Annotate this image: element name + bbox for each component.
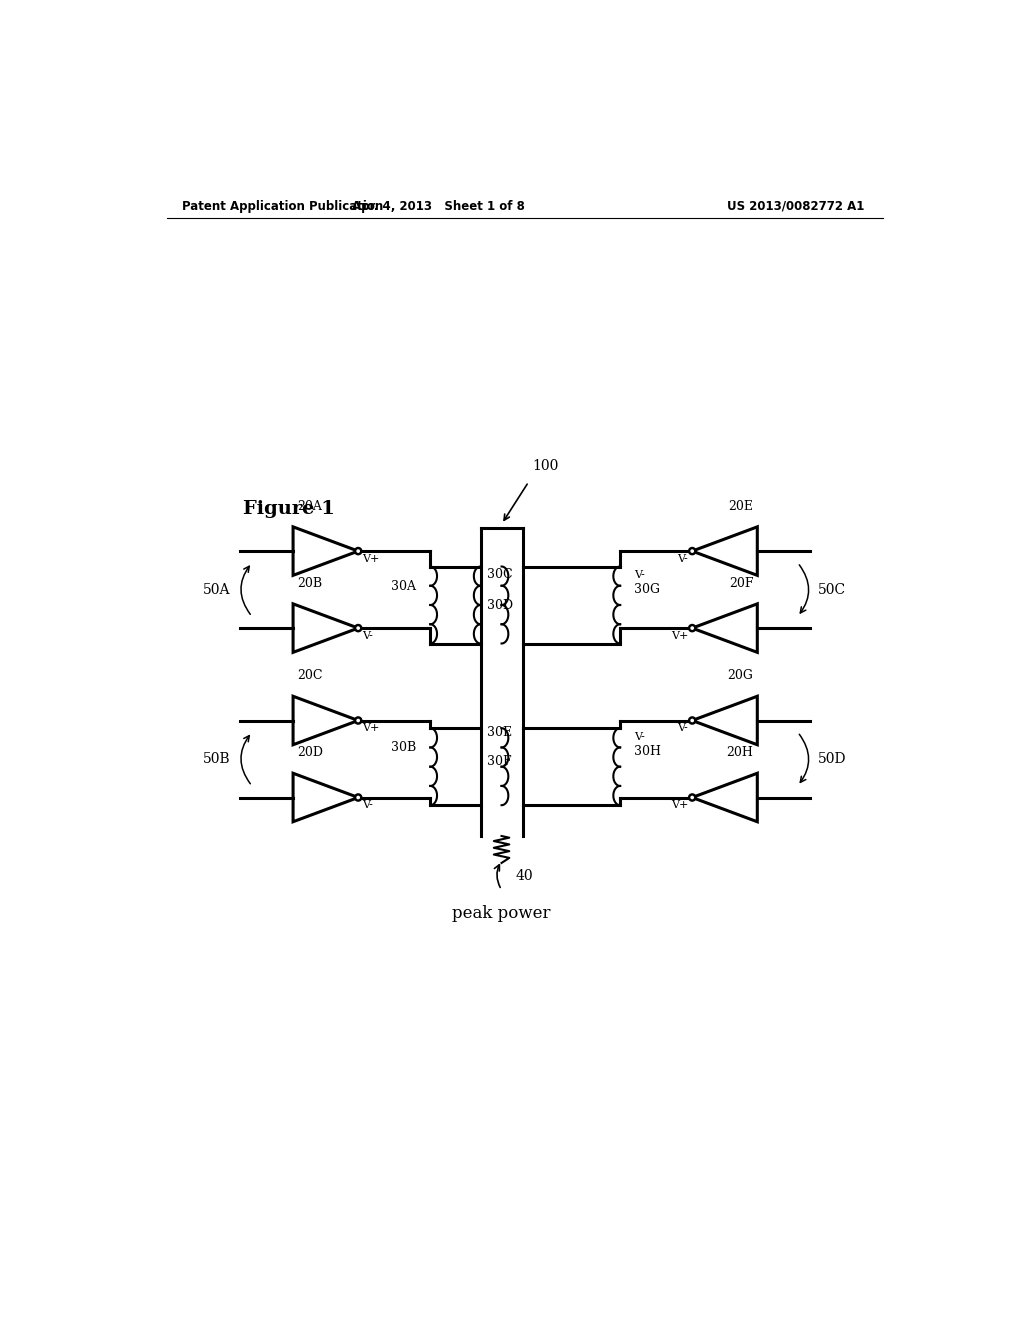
- Text: 30A: 30A: [391, 579, 417, 593]
- Text: V+: V+: [362, 723, 380, 734]
- Text: 30B: 30B: [391, 742, 417, 754]
- Text: 50A: 50A: [204, 582, 230, 597]
- Text: V-: V-: [634, 731, 645, 742]
- Text: V+: V+: [362, 554, 380, 564]
- Text: peak power: peak power: [453, 904, 551, 921]
- Circle shape: [689, 795, 695, 800]
- Text: 20C: 20C: [297, 669, 323, 682]
- Text: V+: V+: [671, 631, 688, 642]
- Text: Patent Application Publication: Patent Application Publication: [182, 199, 384, 213]
- Text: 20D: 20D: [297, 746, 323, 759]
- Circle shape: [355, 548, 361, 554]
- Text: 100: 100: [532, 459, 559, 474]
- Circle shape: [355, 626, 361, 631]
- Circle shape: [355, 718, 361, 723]
- Text: V-: V-: [634, 570, 645, 579]
- Text: 30E: 30E: [486, 726, 512, 739]
- Text: 20H: 20H: [727, 746, 754, 759]
- Circle shape: [689, 548, 695, 554]
- Text: Figure 1: Figure 1: [243, 499, 335, 517]
- Text: 20A: 20A: [297, 499, 322, 512]
- Circle shape: [689, 626, 695, 631]
- Text: 50B: 50B: [204, 752, 231, 766]
- Circle shape: [355, 795, 361, 800]
- Text: V-: V-: [362, 800, 373, 810]
- Text: 30D: 30D: [486, 599, 513, 612]
- Circle shape: [689, 718, 695, 723]
- Text: 40: 40: [515, 869, 534, 883]
- Text: 20E: 20E: [728, 499, 754, 512]
- Text: V-: V-: [678, 723, 688, 734]
- Text: 30C: 30C: [486, 568, 512, 581]
- Text: V-: V-: [678, 554, 688, 564]
- Text: 20G: 20G: [727, 669, 754, 682]
- Text: 30F: 30F: [486, 755, 511, 768]
- Text: 30H: 30H: [634, 746, 662, 758]
- Text: 20B: 20B: [297, 577, 323, 590]
- Text: Apr. 4, 2013   Sheet 1 of 8: Apr. 4, 2013 Sheet 1 of 8: [351, 199, 524, 213]
- Text: 30G: 30G: [634, 583, 660, 597]
- Text: V+: V+: [671, 800, 688, 810]
- Text: 50C: 50C: [817, 582, 846, 597]
- Text: 20F: 20F: [729, 577, 754, 590]
- Text: US 2013/0082772 A1: US 2013/0082772 A1: [727, 199, 864, 213]
- Text: 50D: 50D: [817, 752, 846, 766]
- Text: V-: V-: [362, 631, 373, 642]
